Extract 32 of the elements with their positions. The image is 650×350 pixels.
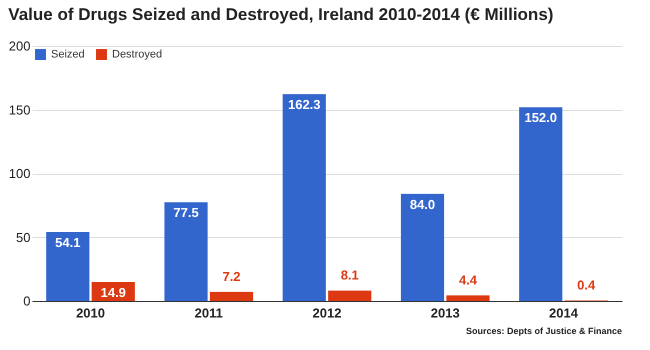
y-tick-label: 0 (23, 294, 30, 308)
y-tick-label: 150 (8, 102, 30, 118)
bar (328, 290, 372, 301)
chart-title: Value of Drugs Seized and Destroyed, Ireland 2010-2014 (€ Millions) (8, 5, 554, 24)
bar (210, 292, 254, 301)
y-tick-label: 100 (8, 166, 30, 181)
data-label: 152.0 (524, 110, 558, 126)
legend-label: Destroyed (112, 48, 162, 61)
data-label: 4.4 (458, 272, 478, 288)
data-label: 162.3 (288, 97, 321, 112)
source-note: Sources: Depts of Justice & Finance (466, 326, 622, 336)
bar (400, 194, 444, 301)
x-tick-label: 2013 (430, 306, 460, 320)
data-label: 54.1 (55, 235, 80, 250)
legend-label: Seized (51, 48, 85, 61)
data-label: 7.2 (222, 268, 241, 284)
data-label: 77.5 (173, 205, 199, 220)
data-label: 14.9 (100, 285, 126, 300)
x-tick-label: 2014 (549, 306, 579, 320)
data-label: 8.1 (340, 268, 359, 283)
bar (519, 107, 562, 301)
bar (46, 232, 90, 301)
x-tick-label: 2010 (76, 306, 105, 320)
y-tick-label: 200 (8, 38, 30, 54)
x-tick-label: 2011 (194, 306, 223, 320)
data-label: 84.0 (410, 196, 436, 212)
y-tick-label: 50 (16, 230, 30, 245)
bar (446, 295, 490, 301)
bar (164, 202, 208, 301)
data-label: 0.4 (577, 277, 596, 292)
bar (282, 94, 326, 301)
x-tick-label: 2012 (312, 306, 342, 320)
